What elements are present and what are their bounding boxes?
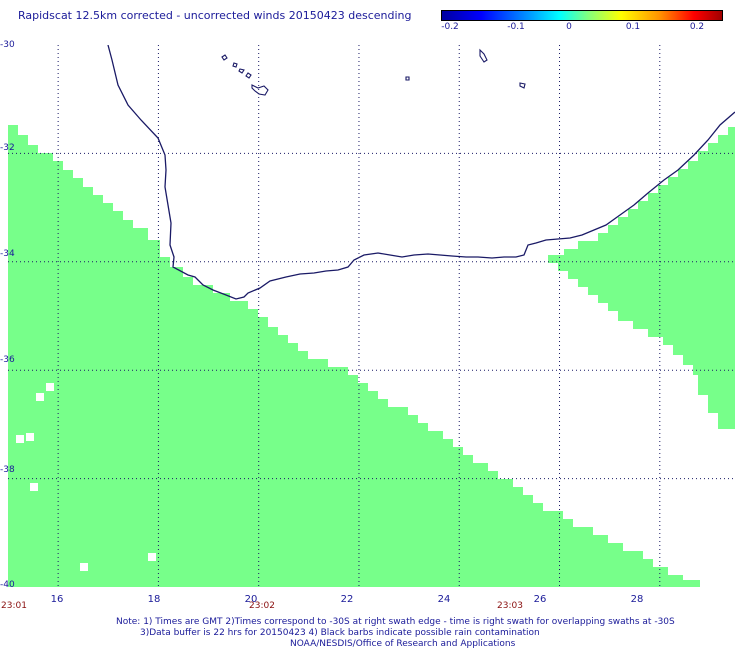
island <box>519 82 526 89</box>
data-gap <box>30 483 38 491</box>
footnote-line-3: NOAA/NESDIS/Office of Research and Appli… <box>290 639 516 649</box>
island <box>245 72 252 79</box>
islands <box>221 48 526 96</box>
colorbar-tick: -0.2 <box>441 22 459 32</box>
swath-right-fill <box>548 127 735 429</box>
lon-label: 26 <box>533 594 547 605</box>
data-gap <box>36 393 44 401</box>
time-label: 23:03 <box>497 601 523 611</box>
island <box>238 68 245 74</box>
footnote-line-1: Note: 1) Times are GMT 2)Times correspon… <box>116 617 675 627</box>
data-gap <box>80 563 88 571</box>
lat-label: -30 <box>0 40 15 50</box>
swath-right <box>548 127 735 429</box>
lat-label: -38 <box>0 465 15 475</box>
lon-label: 22 <box>340 594 354 605</box>
lat-label: -40 <box>0 580 15 590</box>
colorbar-tick: 0.2 <box>689 22 705 32</box>
island <box>405 76 410 81</box>
swath-left <box>8 125 700 587</box>
lat-label: -34 <box>0 249 15 259</box>
time-label: 23:01 <box>1 601 27 611</box>
data-gap <box>148 553 156 561</box>
island <box>479 48 488 63</box>
time-label: 23:02 <box>249 601 275 611</box>
lon-label: 28 <box>630 594 644 605</box>
swath-left-fill <box>8 125 700 587</box>
data-gap <box>16 435 24 443</box>
lon-label: 18 <box>147 594 161 605</box>
lon-label: 20 <box>244 594 258 605</box>
map-title: Rapidscat 12.5km corrected - uncorrected… <box>18 9 412 22</box>
colorbar-tick: 0 <box>566 22 572 32</box>
data-gap <box>46 383 54 391</box>
map-plot <box>8 45 735 587</box>
colorbar <box>441 10 723 21</box>
lon-label: 24 <box>437 594 451 605</box>
footnote-line-2: 3)Data buffer is 22 hrs for 20150423 4) … <box>140 628 540 638</box>
data-gap <box>26 433 34 441</box>
island <box>221 54 228 61</box>
colorbar-tick: -0.1 <box>507 22 525 32</box>
lon-label: 16 <box>50 594 64 605</box>
colorbar-tick: 0.1 <box>625 22 641 32</box>
lat-label: -32 <box>0 143 15 153</box>
island <box>251 84 269 96</box>
coastline <box>107 45 735 300</box>
island <box>232 62 238 68</box>
lat-label: -36 <box>0 355 15 365</box>
